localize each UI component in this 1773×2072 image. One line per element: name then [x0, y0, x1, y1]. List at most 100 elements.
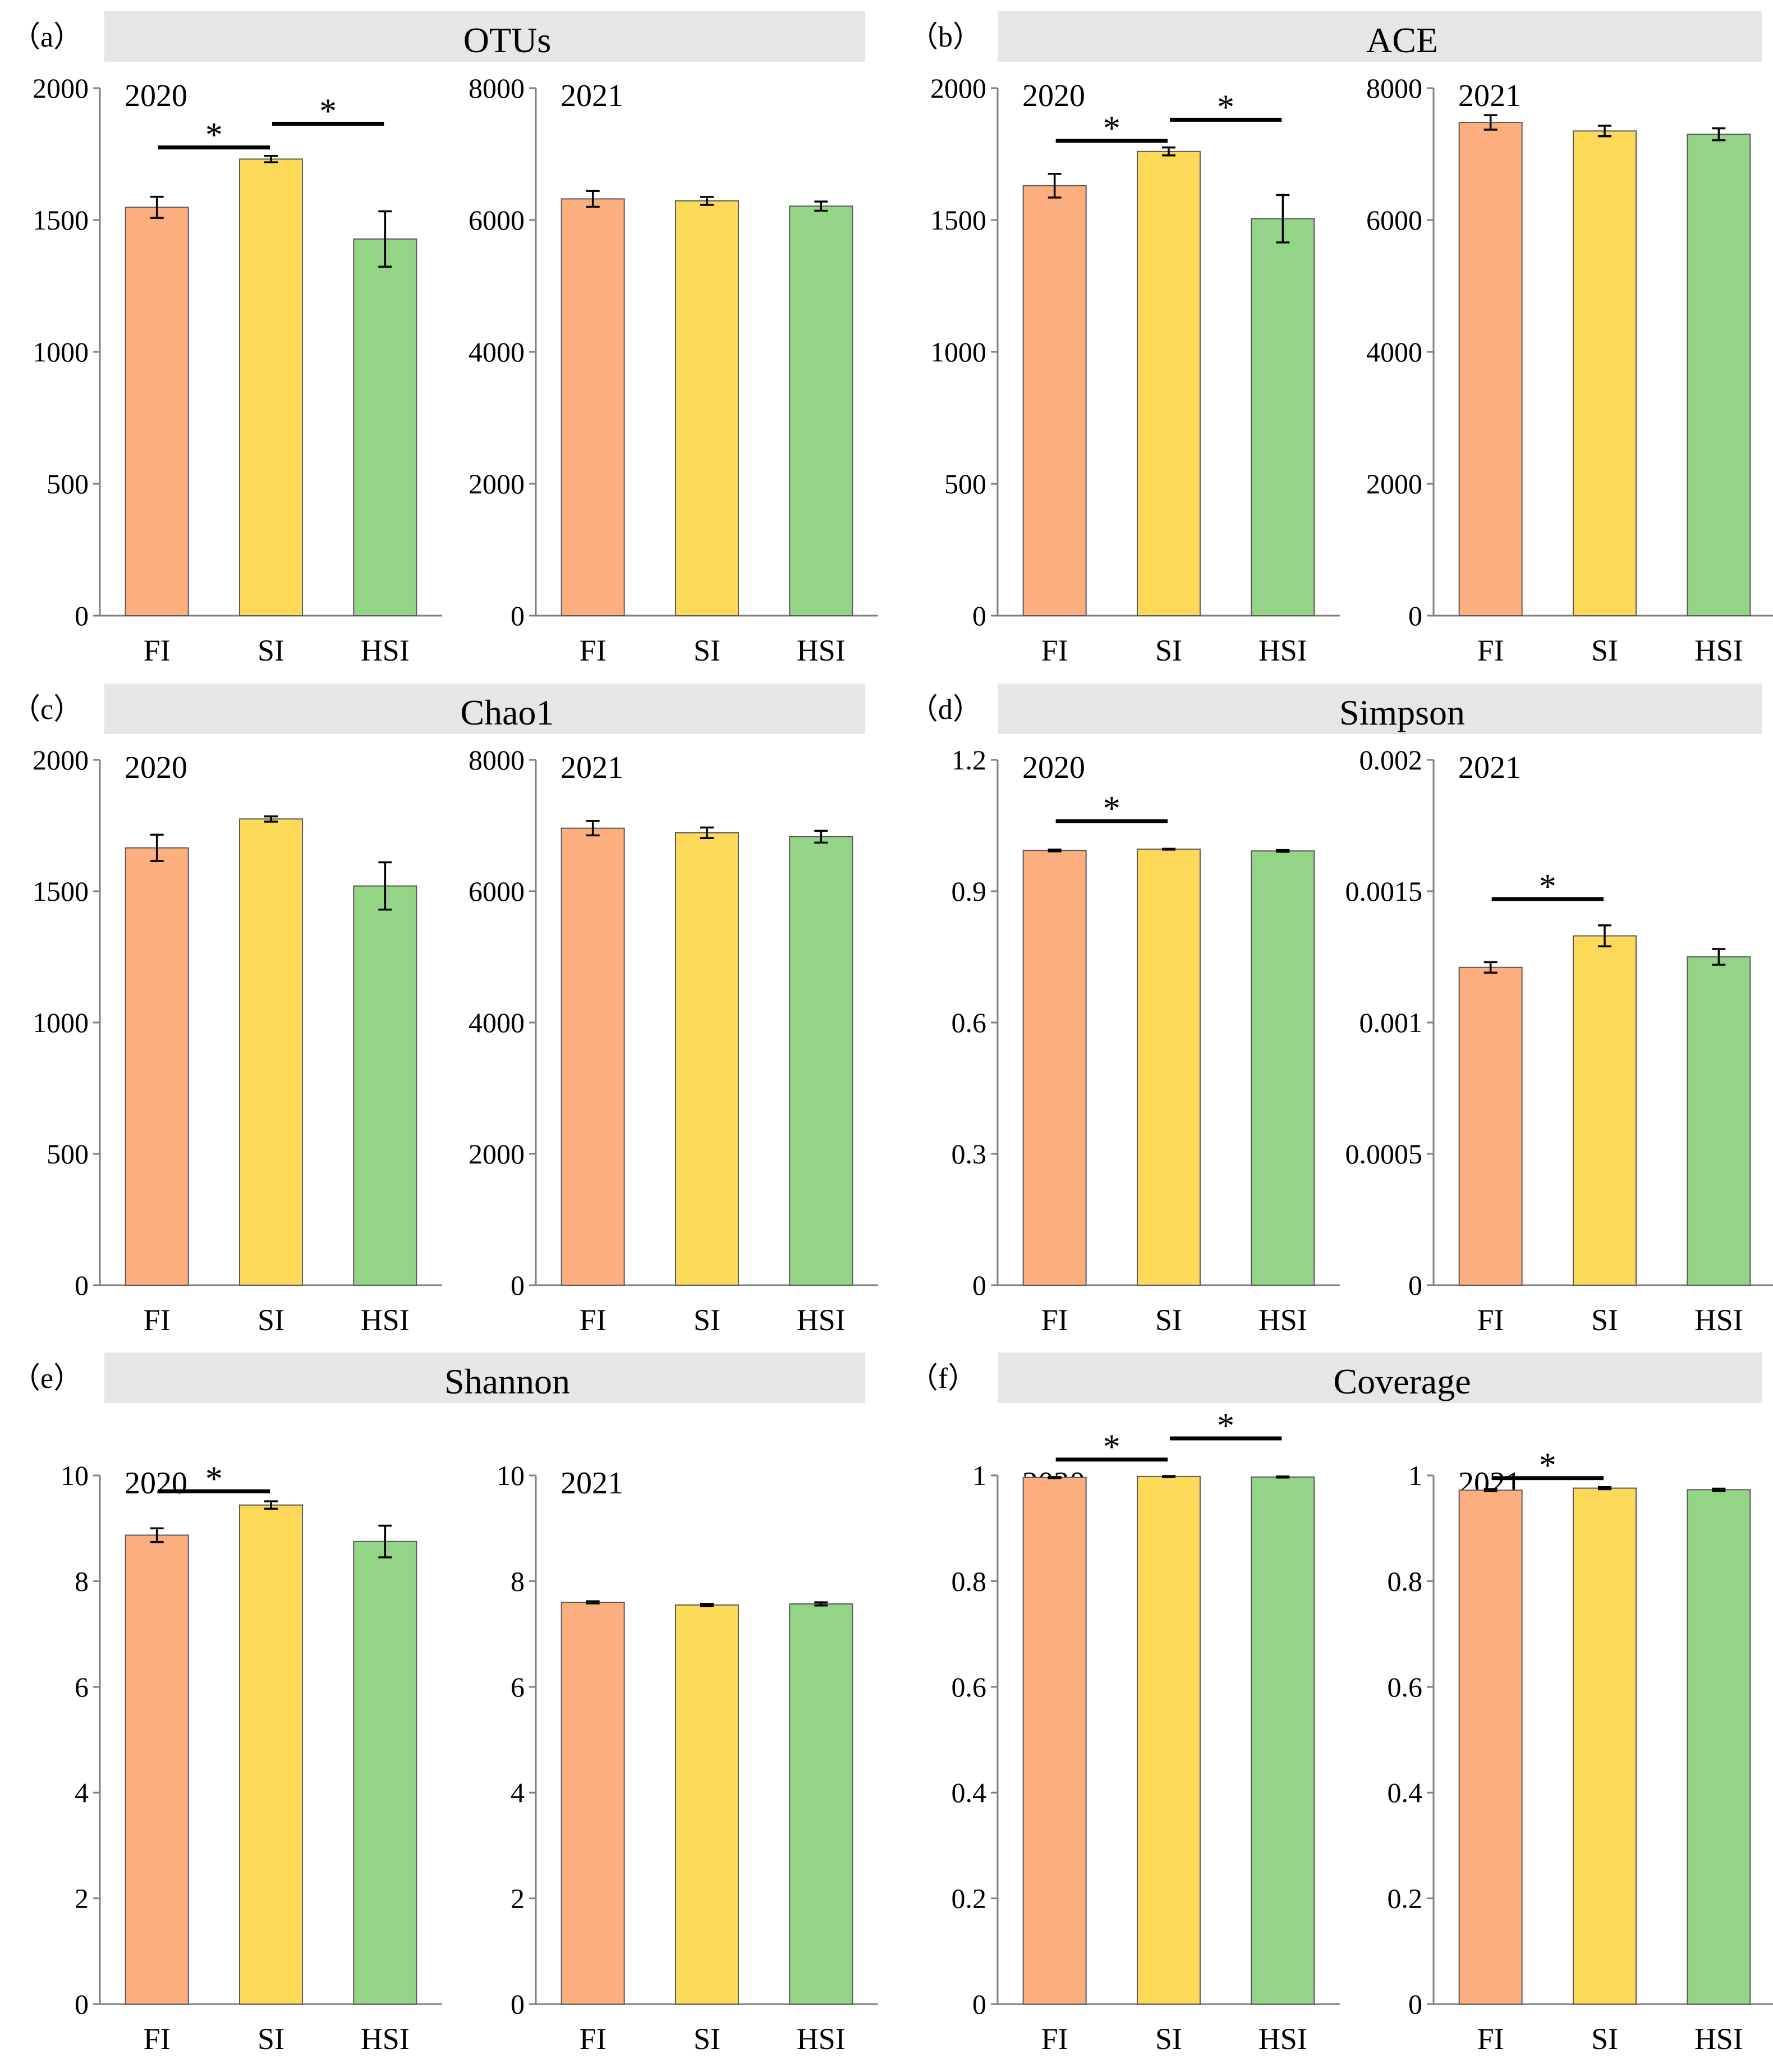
x-tick-label: HSI	[361, 2022, 410, 2056]
subplot-2020: 0 500 1000 1500 2000 2020 FI SI HSI * *	[33, 72, 442, 667]
x-tick-label: HSI	[797, 634, 846, 667]
bar-hsi	[1251, 218, 1315, 616]
panel-label: （b）	[909, 21, 982, 53]
panel-title: Simpson	[1339, 693, 1465, 732]
y-tick-label: 4	[75, 1777, 89, 1808]
x-tick-label: SI	[1591, 1303, 1618, 1337]
x-tick-label: SI	[1155, 634, 1182, 667]
svg-text:*: *	[1103, 109, 1120, 148]
error-bar-si	[264, 815, 278, 823]
error-bar-hsi	[378, 861, 392, 911]
error-bar-si	[264, 155, 278, 163]
x-tick-label: HSI	[1694, 1303, 1743, 1337]
y-tick-label: 4000	[468, 1007, 525, 1038]
bar-hsi	[1251, 850, 1315, 1286]
y-tick-label: 8000	[468, 72, 525, 104]
y-tick-label: 0	[75, 1988, 89, 2020]
y-tick-label: 0	[511, 1269, 525, 1301]
y-tick-label: 2	[511, 1883, 525, 1914]
error-bar-hsi	[378, 1524, 392, 1558]
svg-text:*: *	[205, 116, 223, 154]
panel-title: OTUs	[463, 20, 551, 60]
year-label: 2021	[561, 750, 623, 785]
bar-fi	[1022, 850, 1087, 1286]
y-tick-label: 8000	[468, 744, 525, 776]
y-tick-label: 6000	[468, 875, 525, 907]
significance-marker: *	[1491, 868, 1604, 906]
significance-marker: *	[272, 92, 384, 130]
panel-title-bar	[998, 11, 1762, 62]
error-bar-si	[1598, 1486, 1611, 1491]
y-tick-label: 0.0005	[1345, 1138, 1423, 1170]
bar-si	[675, 832, 739, 1286]
x-tick-label: FI	[1041, 1303, 1068, 1337]
y-tick-label: 0	[972, 1988, 986, 2020]
subplot-2021: 0 2000 4000 6000 8000 2021 FI SI HSI	[468, 72, 878, 667]
y-tick-label: 1000	[930, 336, 986, 368]
y-tick-label: 2000	[930, 72, 986, 104]
x-tick-label: HSI	[1258, 634, 1307, 667]
y-tick-label: 6000	[468, 204, 525, 236]
bar-fi	[561, 827, 625, 1286]
x-tick-label: FI	[144, 2022, 171, 2056]
bar-si	[239, 818, 303, 1286]
panel-title-bar	[104, 11, 865, 62]
y-tick-label: 1000	[33, 1007, 89, 1038]
y-tick-label: 6	[511, 1671, 525, 1703]
svg-text:*: *	[1539, 1447, 1556, 1485]
error-bar-hsi	[814, 1601, 828, 1607]
x-tick-label: HSI	[361, 634, 410, 667]
bar-si	[675, 1604, 739, 2005]
significance-marker: *	[158, 116, 270, 154]
x-tick-label: SI	[1155, 2022, 1182, 2056]
y-tick-label: 1.2	[952, 744, 987, 776]
panel-label: （a）	[11, 21, 82, 53]
y-tick-label: 10	[497, 1460, 525, 1491]
bar-si	[675, 200, 739, 616]
y-tick-label: 0	[75, 1269, 89, 1301]
y-tick-label: 0.8	[952, 1565, 987, 1597]
x-tick-label: SI	[693, 1303, 720, 1337]
bar-hsi	[353, 238, 417, 616]
x-tick-label: SI	[258, 1303, 284, 1337]
bar-hsi	[789, 205, 853, 616]
y-tick-label: 0.002	[1359, 744, 1423, 776]
significance-marker: *	[1170, 88, 1282, 126]
bar-fi	[125, 207, 189, 616]
error-bar-fi	[586, 190, 600, 208]
year-label: 2020	[1022, 79, 1085, 113]
bar-fi	[1022, 185, 1087, 616]
y-tick-label: 2000	[468, 1138, 525, 1170]
bar-si	[1573, 935, 1637, 1286]
bar-hsi	[789, 1603, 853, 2005]
panel-label: （d）	[909, 694, 982, 726]
error-bar-hsi	[1712, 1487, 1726, 1492]
panel-c: （c） Chao1 0 500 1000 1500 2000 2020 FI SI HSI 0 2000…	[11, 684, 878, 1337]
x-tick-label: SI	[693, 634, 720, 667]
error-bar-hsi	[1276, 1475, 1290, 1479]
x-tick-label: HSI	[1258, 2022, 1307, 2056]
bar-fi	[561, 1602, 625, 2005]
y-tick-label: 1000	[33, 336, 89, 368]
error-bar-fi	[1048, 849, 1062, 852]
x-tick-label: FI	[1041, 634, 1068, 667]
error-bar-fi	[586, 1600, 600, 1605]
bar-hsi	[789, 836, 853, 1286]
y-tick-label: 1500	[33, 204, 89, 236]
x-tick-label: FI	[580, 1303, 607, 1337]
x-tick-label: SI	[1591, 2022, 1618, 2056]
panel-title-bar	[104, 1353, 865, 1403]
y-tick-label: 0.4	[1388, 1777, 1423, 1808]
year-label: 2020	[1022, 750, 1085, 785]
subplot-2021: 0 0.0005 0.001 0.0015 0.002 2021 FI SI HSI *	[1345, 744, 1773, 1337]
x-tick-label: FI	[580, 634, 607, 667]
y-tick-label: 8000	[1366, 72, 1422, 104]
error-bar-fi	[1048, 1476, 1062, 1479]
y-tick-label: 2000	[1366, 468, 1422, 499]
svg-text:*: *	[319, 92, 337, 130]
panel-f: （f）Coverage00.20.40.60.812020FISIHSI**00…	[909, 1353, 1773, 2056]
y-tick-label: 0.3	[952, 1138, 987, 1170]
y-tick-label: 1	[972, 1460, 986, 1491]
y-tick-label: 10	[61, 1460, 89, 1491]
y-tick-label: 0.2	[1388, 1883, 1423, 1914]
